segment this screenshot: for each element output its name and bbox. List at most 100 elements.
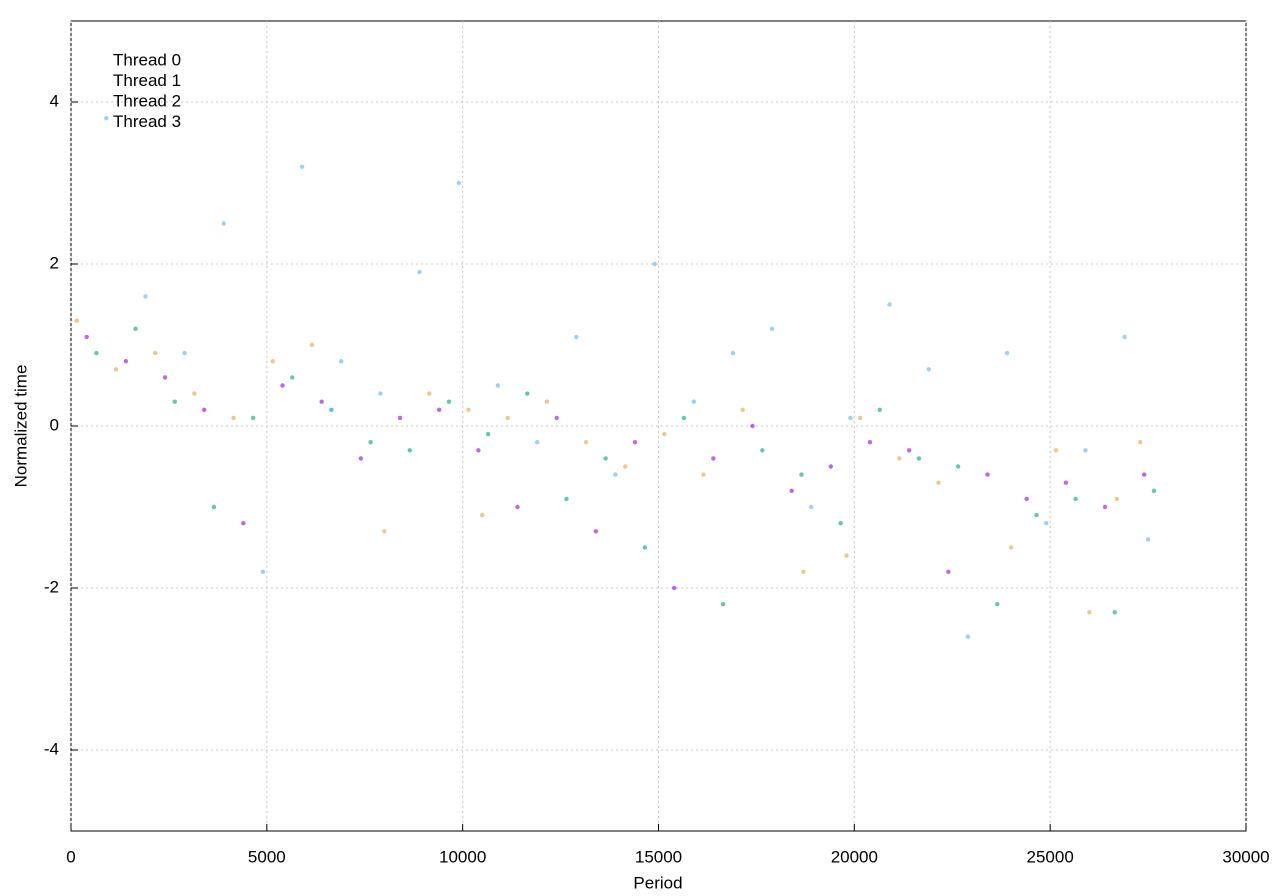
point	[427, 391, 432, 396]
point	[476, 448, 481, 453]
x-tick-label: 15000	[635, 847, 682, 866]
point	[485, 431, 491, 437]
point	[564, 496, 569, 502]
point	[309, 342, 315, 348]
point	[113, 367, 119, 372]
point	[270, 359, 275, 364]
point	[897, 456, 902, 461]
point	[407, 448, 412, 453]
point	[1063, 480, 1069, 485]
point	[1138, 440, 1143, 445]
point	[652, 261, 657, 267]
point	[1083, 448, 1088, 453]
point	[1024, 496, 1029, 502]
point	[162, 375, 168, 380]
point	[123, 359, 129, 364]
point	[671, 585, 677, 591]
point	[681, 415, 687, 421]
point	[730, 350, 736, 356]
point	[877, 407, 882, 412]
point	[417, 269, 422, 275]
point	[858, 415, 863, 421]
point	[1034, 512, 1039, 518]
point	[397, 415, 403, 421]
point	[838, 521, 843, 526]
point	[94, 350, 99, 356]
x-tick-label: 30000	[1222, 847, 1269, 866]
point	[466, 407, 471, 412]
point	[985, 472, 990, 477]
point	[867, 440, 873, 445]
point	[104, 116, 109, 121]
point	[525, 391, 530, 396]
x-axis-label: Period	[633, 873, 682, 892]
point	[642, 545, 647, 550]
point	[965, 634, 971, 639]
legend-label: Thread 2	[113, 91, 181, 110]
point	[382, 529, 387, 534]
point	[995, 602, 1000, 607]
point	[182, 350, 187, 356]
point	[662, 431, 667, 437]
point	[74, 318, 80, 323]
point	[844, 553, 849, 558]
x-tick-label: 20000	[831, 847, 878, 866]
point	[84, 334, 89, 340]
point	[1004, 350, 1010, 356]
point	[495, 383, 501, 388]
point	[153, 350, 158, 356]
point	[701, 472, 706, 477]
point	[192, 391, 197, 396]
point	[583, 440, 589, 445]
point	[515, 504, 520, 510]
point	[1053, 448, 1059, 453]
point	[436, 407, 442, 412]
y-tick-label: 0	[50, 415, 59, 434]
point	[750, 423, 755, 429]
point	[848, 415, 853, 421]
point	[1073, 496, 1078, 502]
point	[505, 415, 510, 421]
point	[1141, 472, 1147, 477]
point	[613, 472, 618, 477]
x-tick-label: 25000	[1027, 847, 1074, 866]
y-axis-label: Normalized time	[11, 365, 30, 488]
point	[290, 375, 295, 380]
point	[1145, 537, 1151, 542]
point	[250, 415, 256, 421]
point	[221, 221, 226, 226]
point	[358, 456, 364, 461]
point	[809, 504, 814, 510]
point	[554, 415, 559, 421]
legend-label: Thread 3	[113, 112, 181, 131]
point	[593, 529, 599, 534]
point	[544, 399, 550, 404]
y-tick-label: 2	[50, 253, 59, 272]
point	[456, 180, 461, 186]
point	[319, 399, 324, 404]
point	[1087, 610, 1092, 615]
point	[1008, 545, 1014, 550]
point	[1151, 488, 1157, 493]
point	[339, 359, 344, 364]
point	[632, 440, 638, 445]
point	[1044, 521, 1049, 526]
point	[211, 504, 217, 510]
point	[711, 456, 716, 461]
point	[231, 415, 236, 421]
point	[887, 302, 892, 307]
point	[446, 399, 452, 404]
point	[926, 367, 931, 372]
point	[260, 569, 266, 574]
point	[603, 456, 608, 461]
point	[946, 569, 951, 574]
point	[329, 407, 334, 412]
point	[1102, 504, 1108, 510]
point	[801, 569, 806, 574]
point	[828, 464, 834, 469]
x-tick-label: 10000	[439, 847, 486, 866]
point	[906, 448, 912, 453]
point	[691, 399, 696, 404]
point	[623, 464, 628, 469]
